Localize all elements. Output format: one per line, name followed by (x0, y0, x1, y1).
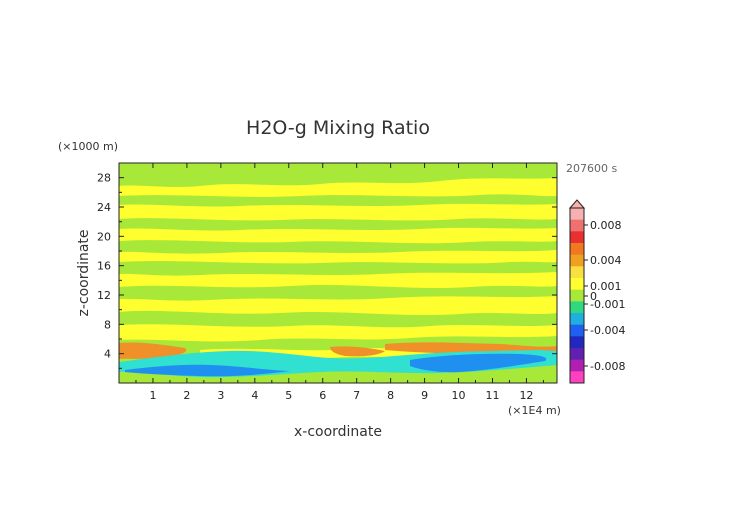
y-unit-label: (×1000 m) (58, 140, 118, 153)
colorbar-segment (570, 371, 584, 384)
plot-frame (118, 162, 558, 384)
colorbar-segment (570, 359, 584, 372)
colorbar-segment (570, 231, 584, 244)
colorbar-segment (570, 348, 584, 361)
green-band-mid1 (119, 218, 557, 231)
colorbar-segment (570, 208, 584, 221)
green-band-mid3 (119, 261, 557, 276)
colorbar-label: -0.004 (590, 324, 625, 337)
orange-center (330, 346, 385, 357)
y-tick-label: 16 (97, 260, 111, 273)
y-tick-label: 8 (104, 318, 111, 331)
colorbar-segment (570, 254, 584, 267)
blue-low-right (410, 353, 547, 373)
colorbar-label: 0 (590, 290, 597, 303)
x-tick-label: 5 (285, 389, 292, 402)
y-tick-label: 28 (97, 172, 111, 185)
colorbar-segment (570, 278, 584, 291)
colorbar-segment (570, 324, 584, 337)
colorbar-top-arrow (568, 199, 586, 209)
y-axis-ticks: 4 8 12 16 20 24 28 (97, 172, 557, 369)
colorbar (568, 199, 586, 384)
x-axis-ticks: 1 2 3 4 5 6 7 8 9 10 11 12 (135, 163, 544, 402)
plot-area (119, 163, 557, 383)
x-tick-label: 3 (217, 389, 224, 402)
colorbar-label: 0.004 (590, 254, 622, 267)
colorbar-segment (570, 266, 584, 279)
x-tick-label: 8 (387, 389, 394, 402)
colorbar-segment (570, 301, 584, 314)
colorbar-label: -0.008 (590, 360, 625, 373)
x-tick-label: 4 (251, 389, 258, 402)
colorbar-segment (570, 289, 584, 302)
green-surface (119, 375, 557, 383)
colorbar-segment (570, 219, 584, 232)
blue-low-left (125, 364, 290, 377)
x-tick-label: 6 (319, 389, 326, 402)
x-tick-label: 9 (421, 389, 428, 402)
x-tick-label: 11 (485, 389, 499, 402)
y-tick-label: 4 (104, 348, 111, 361)
y-tick-label: 12 (97, 289, 111, 302)
x-tick-label: 2 (183, 389, 190, 402)
x-tick-label: 7 (353, 389, 360, 402)
x-axis-label: x-coordinate (294, 424, 382, 440)
colorbar-segment (570, 336, 584, 349)
green-band-low (119, 284, 557, 301)
colorbar-label: 0.001 (590, 280, 622, 293)
colorbar-segment (570, 313, 584, 326)
colorbar-segment (570, 243, 584, 256)
green-band-upper (119, 194, 557, 207)
y-tick-label: 20 (97, 230, 111, 243)
y-tick-label: 24 (97, 201, 111, 214)
x-tick-label: 10 (452, 389, 466, 402)
orange-left (119, 342, 187, 359)
colorbar-label: -0.001 (590, 298, 625, 311)
x-tick-label: 12 (519, 389, 533, 402)
x-unit-label: (×1E4 m) (508, 404, 561, 417)
chart-title: H2O-g Mixing Ratio (246, 117, 430, 139)
colorbar-label: 0.008 (590, 219, 622, 232)
green-band-top (119, 163, 557, 187)
y-axis-label: z-coordinate (76, 229, 92, 316)
time-label: 207600 s (566, 162, 617, 175)
x-tick-label: 1 (149, 389, 156, 402)
yellow-lower-tongue (119, 324, 557, 342)
green-band-mid2 (119, 240, 557, 254)
